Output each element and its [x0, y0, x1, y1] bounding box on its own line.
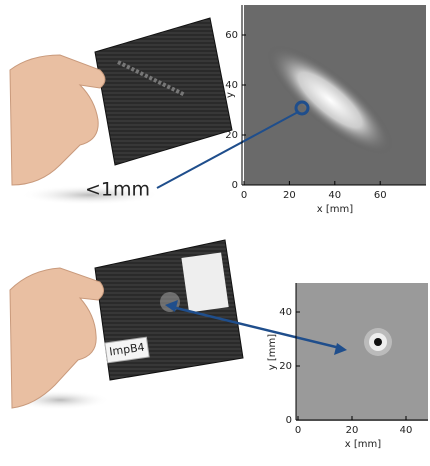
x-tick-label: 60: [374, 190, 387, 201]
x-axis-label: x [mm]: [345, 439, 381, 450]
y-axis-label: y [mm]: [267, 334, 278, 370]
x-tick-label: 40: [328, 190, 341, 201]
y-tick-label: 20: [279, 361, 292, 372]
x-axis-label: x [mm]: [317, 204, 353, 215]
top-scan: [244, 5, 426, 185]
figure: <1mm ImpB4 02040600204060x [mm]y02040020…: [0, 0, 430, 466]
x-tick-label: 20: [346, 425, 359, 436]
y-tick-label: 20: [225, 130, 238, 141]
annotation: <1mm: [85, 179, 150, 201]
x-tick-label: 0: [241, 190, 247, 201]
y-tick-label: 60: [225, 30, 238, 41]
x-tick-label: 40: [400, 425, 413, 436]
y-tick-label: 0: [232, 180, 238, 191]
y-tick-label: 40: [279, 307, 292, 318]
x-tick-label: 20: [283, 190, 296, 201]
x-tick-label: 0: [295, 425, 301, 436]
bottom-photo: [10, 240, 243, 410]
bottom-scan: [296, 283, 428, 421]
y-axis-label: y: [225, 92, 236, 98]
y-tick-label: 40: [225, 80, 238, 91]
y-tick-label: 0: [286, 415, 292, 426]
top-photo: [10, 18, 232, 205]
page: <1mm ImpB4 02040600204060x [mm]y02040020…: [0, 0, 430, 466]
